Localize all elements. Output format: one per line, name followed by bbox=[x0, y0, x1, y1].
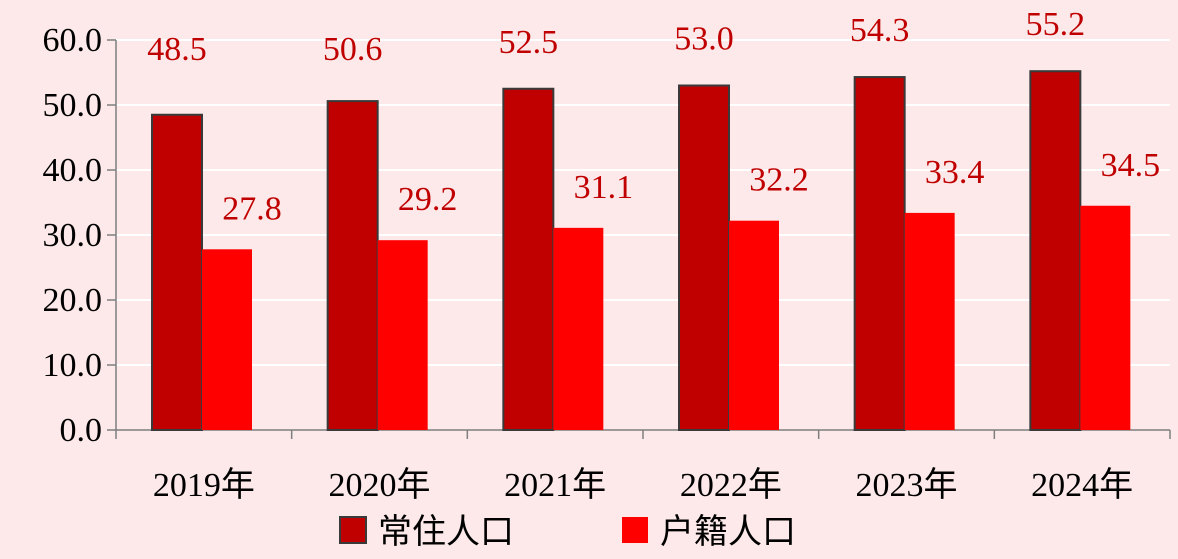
bar-series-1 bbox=[151, 113, 203, 431]
data-label: 54.3 bbox=[850, 12, 910, 49]
bar-series-1 bbox=[853, 76, 906, 432]
y-tick-label: 0.0 bbox=[60, 412, 103, 449]
bar-series-2 bbox=[202, 249, 252, 430]
bar-series-2 bbox=[377, 240, 428, 430]
x-tick-label: 2024年 bbox=[1031, 466, 1133, 504]
legend-label: 户籍人口 bbox=[660, 512, 796, 552]
data-label: 53.0 bbox=[674, 21, 734, 58]
x-tick-label: 2020年 bbox=[329, 466, 431, 504]
y-tick-label: 20.0 bbox=[43, 282, 103, 319]
x-tick-label: 2023年 bbox=[856, 466, 958, 504]
y-tick-label: 10.0 bbox=[43, 347, 103, 384]
y-tick-label: 30.0 bbox=[43, 217, 103, 254]
data-label: 33.4 bbox=[925, 154, 985, 191]
legend-swatch bbox=[622, 517, 648, 543]
legend-label: 常住人口 bbox=[378, 512, 514, 552]
y-tick-label: 60.0 bbox=[43, 22, 103, 59]
y-tick-label: 40.0 bbox=[43, 152, 103, 189]
data-label: 31.1 bbox=[574, 169, 634, 206]
data-label: 50.6 bbox=[323, 31, 383, 68]
data-label: 34.5 bbox=[1101, 147, 1161, 184]
bar-series-2 bbox=[729, 220, 779, 430]
legend-swatch bbox=[339, 516, 367, 544]
x-tick-label: 2022年 bbox=[680, 466, 782, 504]
y-tick-label: 50.0 bbox=[43, 87, 103, 124]
x-tick-label: 2019年 bbox=[153, 466, 255, 504]
bar-series-1 bbox=[678, 84, 730, 431]
data-label: 29.2 bbox=[398, 181, 458, 218]
data-label: 27.8 bbox=[222, 190, 282, 227]
bar-series-1 bbox=[326, 100, 379, 431]
data-label: 32.2 bbox=[749, 162, 809, 199]
bar-series-1 bbox=[1029, 70, 1082, 431]
data-label: 55.2 bbox=[1026, 6, 1086, 43]
bar-series-2 bbox=[904, 212, 955, 430]
data-label: 52.5 bbox=[499, 24, 559, 61]
bar-series-2 bbox=[1080, 205, 1131, 430]
bar-series-2 bbox=[553, 227, 604, 430]
data-label: 48.5 bbox=[147, 31, 207, 68]
x-tick-label: 2021年 bbox=[504, 466, 606, 504]
bar-series-1 bbox=[502, 87, 555, 431]
